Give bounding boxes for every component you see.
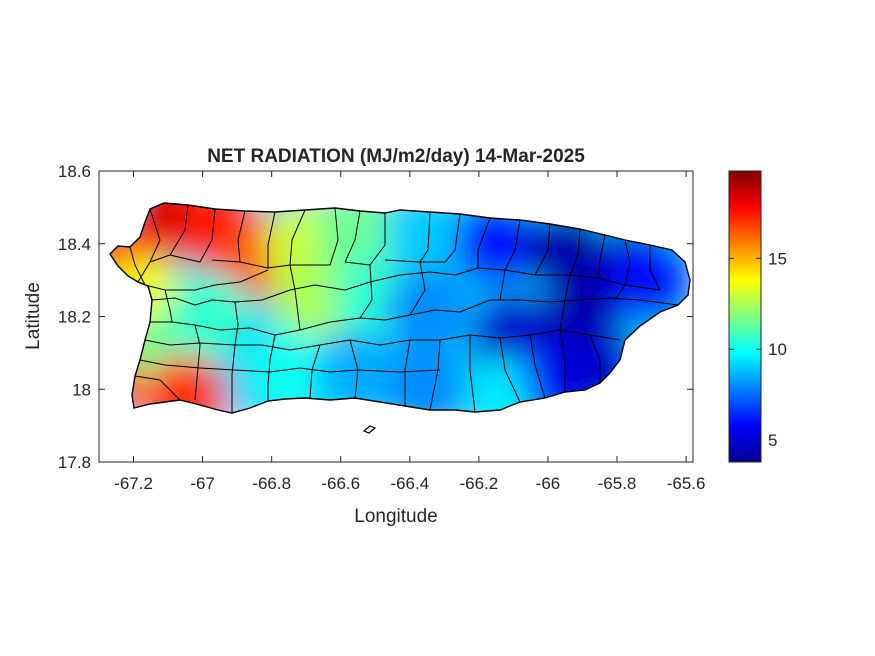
municipality-boundary (559, 274, 571, 331)
municipality-boundary (267, 334, 276, 401)
island-outline (109, 202, 691, 414)
colorbar-tick-label: 15 (768, 249, 787, 268)
municipality-boundary (409, 261, 426, 316)
municipality-boundary (535, 228, 581, 276)
x-tick-label: -66.6 (321, 474, 360, 493)
colorbar-ticks: 5 10 15 (729, 249, 787, 450)
y-tick-label: 18 (72, 380, 91, 399)
radiation-sample (609, 238, 690, 323)
radiation-sample (454, 203, 539, 286)
x-tick-label: -66.4 (390, 474, 429, 493)
municipality-boundary (420, 213, 461, 263)
municipality-boundary (149, 204, 189, 263)
colorbar (728, 170, 762, 463)
municipality-boundary (499, 337, 521, 403)
radiation-sample (143, 354, 228, 413)
x-tick-label: -66.8 (252, 474, 291, 493)
radiation-sample (385, 203, 470, 279)
municipality-boundary (624, 245, 661, 291)
municipality-boundary (614, 284, 626, 301)
x-axis-label: Longitude (354, 506, 437, 527)
x-tick-label: -66.2 (460, 474, 499, 493)
y-axis: 17.8 18 18.2 18.4 18.6 (58, 162, 693, 472)
municipality-boundary (231, 301, 239, 413)
colorbar-tick-label: 10 (768, 340, 787, 359)
municipality-boundary (211, 210, 246, 263)
municipality-boundary (137, 208, 161, 283)
x-tick-label: -65.6 (667, 474, 706, 493)
colorbar-tick-label: 5 (768, 431, 777, 450)
municipality-boundary (289, 264, 301, 331)
municipality-boundary (589, 334, 601, 383)
municipality-boundary (469, 335, 476, 413)
municipality-boundary (499, 269, 506, 301)
municipality-boundary (144, 329, 621, 351)
x-tick-label: -66 (536, 474, 561, 493)
municipality-boundary (194, 324, 201, 401)
x-tick-label: -67.2 (114, 474, 153, 493)
municipality-boundary (504, 223, 551, 276)
municipality-boundary (239, 211, 276, 269)
municipality-boundary (299, 367, 441, 373)
municipality-boundary (404, 339, 411, 406)
y-tick-label: 18.2 (58, 308, 91, 327)
municipality-boundary (134, 375, 181, 401)
municipality-boundary (164, 289, 173, 323)
municipality-boundary (150, 297, 679, 336)
x-tick-label: -67 (190, 474, 215, 493)
municipality-boundary (477, 219, 521, 271)
municipality-boundary (169, 208, 216, 263)
municipality-boundary (129, 246, 269, 291)
x-axis: -67.2 -67 -66.8 -66.6 -66.4 -66.2 -66 -65.8 -65.… (114, 171, 705, 493)
municipality-boundary (529, 334, 546, 399)
municipality-boundaries (129, 204, 679, 413)
y-tick-label: 18.4 (58, 235, 91, 254)
y-tick-label: 17.8 (58, 453, 91, 472)
municipality-boundary (267, 209, 306, 269)
x-tick-label: -65.8 (598, 474, 637, 493)
municipality-boundary (344, 210, 361, 263)
radiation-sample (385, 267, 470, 352)
municipality-boundary (139, 359, 301, 373)
municipality-boundary (290, 207, 339, 266)
municipality-boundary (359, 264, 373, 319)
municipality-boundary (151, 267, 479, 306)
caja-de-muerto-islet (362, 425, 377, 434)
radiation-sample (167, 274, 252, 359)
municipality-boundary (559, 329, 566, 392)
municipality-boundary (597, 239, 631, 286)
municipality-boundary (477, 217, 491, 268)
chart-title: NET RADIATION (MJ/m2/day) 14-Mar-2025 (207, 146, 585, 167)
y-tick-label: 18.6 (58, 162, 91, 181)
municipality-boundary (344, 213, 386, 266)
y-axis-label: Latitude (23, 282, 44, 350)
municipality-boundary (569, 234, 606, 279)
municipality-boundary (384, 211, 431, 263)
